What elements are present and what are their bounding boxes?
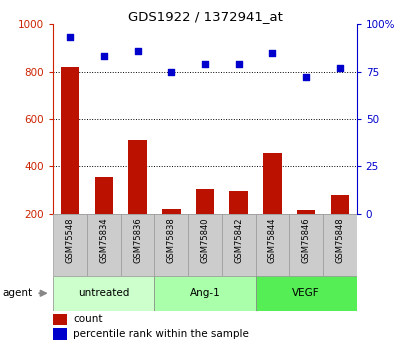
Point <box>201 61 208 67</box>
Bar <box>87 214 120 276</box>
Bar <box>53 276 154 310</box>
Bar <box>120 214 154 276</box>
Bar <box>195 189 214 262</box>
Text: VEGF: VEGF <box>292 288 319 298</box>
Bar <box>53 314 67 325</box>
Text: GSM75846: GSM75846 <box>301 217 310 263</box>
Bar <box>255 214 289 276</box>
Text: GSM75548: GSM75548 <box>65 217 74 263</box>
Point <box>134 48 141 53</box>
Text: GSM75842: GSM75842 <box>234 217 243 263</box>
Text: Ang-1: Ang-1 <box>189 288 220 298</box>
Bar <box>322 214 356 276</box>
Bar <box>128 140 146 262</box>
Bar <box>263 154 281 262</box>
Point <box>336 65 342 70</box>
Bar <box>289 214 322 276</box>
Bar <box>154 214 188 276</box>
Text: GSM75848: GSM75848 <box>335 217 344 263</box>
Bar <box>229 191 247 262</box>
Bar <box>53 214 87 276</box>
Bar <box>53 328 67 340</box>
Bar <box>154 276 255 310</box>
Text: GSM75844: GSM75844 <box>267 217 276 263</box>
Text: untreated: untreated <box>78 288 129 298</box>
Point <box>302 75 309 80</box>
Point <box>235 61 241 67</box>
Bar <box>188 214 221 276</box>
Title: GDS1922 / 1372941_at: GDS1922 / 1372941_at <box>127 10 282 23</box>
Text: GSM75834: GSM75834 <box>99 217 108 263</box>
Point <box>100 53 107 59</box>
Point <box>268 50 275 55</box>
Bar <box>255 276 356 310</box>
Bar <box>330 195 348 262</box>
Text: GSM75838: GSM75838 <box>166 217 175 263</box>
Text: percentile rank within the sample: percentile rank within the sample <box>73 329 248 339</box>
Point <box>168 69 174 74</box>
Bar <box>296 210 315 262</box>
Bar <box>94 177 113 262</box>
Text: GSM75840: GSM75840 <box>200 217 209 263</box>
Text: count: count <box>73 314 102 324</box>
Text: agent: agent <box>3 288 33 297</box>
Bar <box>61 67 79 262</box>
Bar <box>221 214 255 276</box>
Point <box>67 35 73 40</box>
Text: GSM75836: GSM75836 <box>133 217 142 263</box>
Bar <box>162 209 180 262</box>
